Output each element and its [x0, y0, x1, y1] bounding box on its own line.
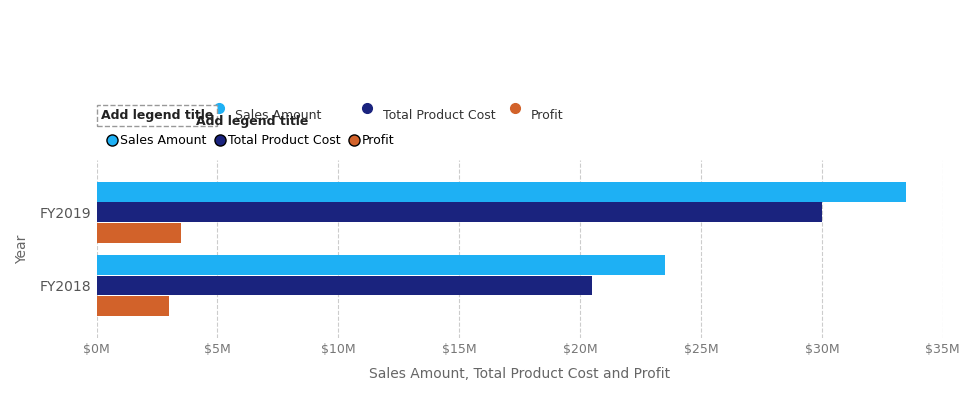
Y-axis label: Year: Year: [15, 234, 29, 264]
Bar: [97, 202, 822, 222]
Text: Add legend title: Add legend title: [100, 109, 214, 122]
Text: Total Product Cost: Total Product Cost: [382, 109, 495, 122]
Bar: [97, 276, 592, 295]
X-axis label: Sales Amount, Total Product Cost and Profit: Sales Amount, Total Product Cost and Pro…: [370, 367, 670, 381]
Text: Sales Amount: Sales Amount: [235, 109, 321, 122]
Bar: [97, 296, 169, 316]
Bar: [97, 255, 665, 275]
Text: Profit: Profit: [530, 109, 564, 122]
Bar: [97, 223, 181, 243]
Legend: Sales Amount, Total Product Cost, Profit: Sales Amount, Total Product Cost, Profit: [102, 109, 401, 154]
Bar: [97, 182, 907, 202]
